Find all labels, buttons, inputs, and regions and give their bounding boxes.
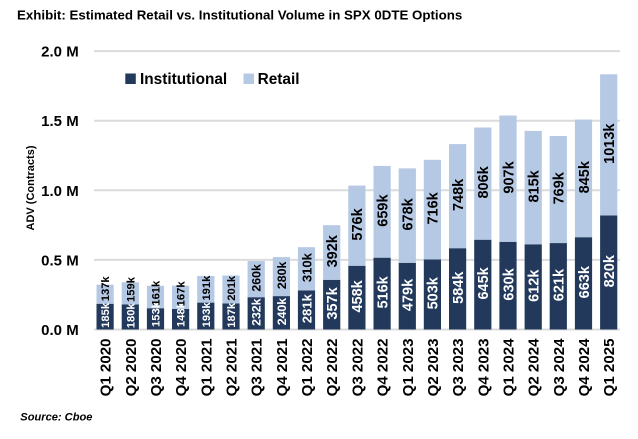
svg-text:663k: 663k xyxy=(577,265,593,298)
svg-text:Q1 2021: Q1 2021 xyxy=(198,339,215,397)
svg-text:1.5 M: 1.5 M xyxy=(41,113,79,130)
svg-text:260k: 260k xyxy=(250,264,264,292)
svg-text:357k: 357k xyxy=(325,286,341,319)
svg-text:Q3 2022: Q3 2022 xyxy=(349,339,366,397)
svg-text:Q4 2022: Q4 2022 xyxy=(375,339,392,397)
svg-text:Q1 2025: Q1 2025 xyxy=(601,339,618,397)
svg-text:458k: 458k xyxy=(350,279,366,312)
svg-text:Q4 2023: Q4 2023 xyxy=(475,339,492,397)
svg-text:Q3 2024: Q3 2024 xyxy=(551,338,568,397)
svg-text:Q2 2022: Q2 2022 xyxy=(324,339,341,397)
svg-text:193k: 193k xyxy=(201,302,213,328)
svg-text:815k: 815k xyxy=(526,169,542,202)
svg-text:201k: 201k xyxy=(226,275,238,301)
svg-text:621k: 621k xyxy=(552,268,568,301)
svg-text:678k: 678k xyxy=(401,197,417,230)
svg-text:Q4 2024: Q4 2024 xyxy=(576,338,593,397)
svg-text:2.0 M: 2.0 M xyxy=(41,44,79,61)
svg-text:659k: 659k xyxy=(375,194,391,227)
svg-text:161k: 161k xyxy=(151,280,163,306)
svg-text:Q3 2021: Q3 2021 xyxy=(249,339,266,397)
svg-text:479k: 479k xyxy=(401,278,417,311)
svg-text:Retail: Retail xyxy=(258,71,300,88)
svg-text:584k: 584k xyxy=(451,271,467,304)
svg-text:576k: 576k xyxy=(350,207,366,240)
svg-text:Q1 2022: Q1 2022 xyxy=(299,339,316,397)
svg-text:280k: 280k xyxy=(275,262,289,290)
svg-text:187k: 187k xyxy=(226,302,238,328)
svg-text:148k: 148k xyxy=(176,301,188,327)
svg-text:Q3 2023: Q3 2023 xyxy=(450,339,467,397)
svg-text:Exhibit: Estimated Retail vs.: Exhibit: Estimated Retail vs. Institutio… xyxy=(17,8,462,23)
svg-text:716k: 716k xyxy=(426,191,442,224)
svg-text:281k: 281k xyxy=(299,293,314,323)
svg-text:Q1 2024: Q1 2024 xyxy=(501,338,518,397)
svg-text:612k: 612k xyxy=(526,269,542,302)
svg-text:ADV (Contracts): ADV (Contracts) xyxy=(25,145,37,230)
svg-text:806k: 806k xyxy=(476,165,492,198)
svg-text:185k: 185k xyxy=(100,302,112,328)
svg-text:310k: 310k xyxy=(299,252,314,282)
svg-text:180k: 180k xyxy=(125,303,137,329)
svg-text:748k: 748k xyxy=(451,178,467,211)
svg-text:Q1 2023: Q1 2023 xyxy=(400,339,417,397)
svg-text:1013k: 1013k xyxy=(602,123,618,164)
svg-text:Q2 2023: Q2 2023 xyxy=(425,339,442,397)
svg-text:Q2 2020: Q2 2020 xyxy=(123,339,140,397)
svg-text:645k: 645k xyxy=(476,266,492,299)
svg-text:0.5 M: 0.5 M xyxy=(41,252,79,269)
svg-text:153k: 153k xyxy=(151,301,163,327)
svg-text:137k: 137k xyxy=(100,276,112,302)
svg-text:1.0 M: 1.0 M xyxy=(41,183,79,200)
svg-text:240k: 240k xyxy=(275,298,289,326)
svg-text:Q4 2020: Q4 2020 xyxy=(173,339,190,397)
svg-text:845k: 845k xyxy=(577,160,593,193)
svg-text:Institutional: Institutional xyxy=(140,71,227,88)
svg-text:Q3 2020: Q3 2020 xyxy=(148,339,165,397)
svg-text:Source: Cboe: Source: Cboe xyxy=(20,411,92,423)
svg-text:820k: 820k xyxy=(602,254,618,287)
svg-text:232k: 232k xyxy=(250,298,264,326)
svg-text:Q2 2024: Q2 2024 xyxy=(526,338,543,397)
svg-text:Q4 2021: Q4 2021 xyxy=(274,339,291,397)
svg-text:Q2 2021: Q2 2021 xyxy=(224,339,241,397)
svg-text:907k: 907k xyxy=(501,160,517,193)
svg-text:392k: 392k xyxy=(325,234,341,267)
svg-text:159k: 159k xyxy=(125,276,137,302)
svg-text:516k: 516k xyxy=(375,275,391,308)
svg-text:Q1 2020: Q1 2020 xyxy=(98,339,115,397)
svg-text:769k: 769k xyxy=(552,171,568,204)
svg-text:167k: 167k xyxy=(176,281,188,307)
svg-text:630k: 630k xyxy=(501,267,517,300)
svg-text:503k: 503k xyxy=(426,276,442,309)
svg-text:191k: 191k xyxy=(201,275,213,301)
svg-text:0.0 M: 0.0 M xyxy=(41,322,79,339)
